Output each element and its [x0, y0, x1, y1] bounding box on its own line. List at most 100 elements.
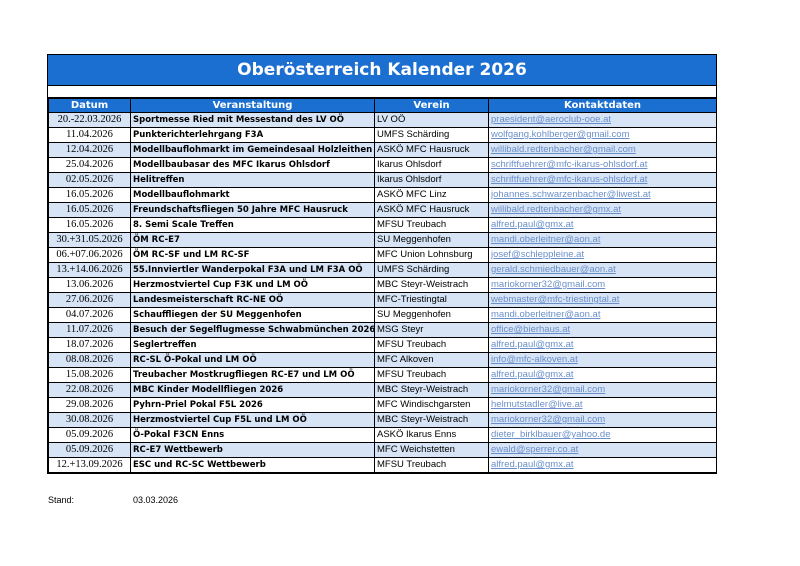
- club-cell: UMFS Schärding: [374, 262, 489, 278]
- contact-link[interactable]: gerald.schmiedbauer@aon.at: [488, 262, 717, 278]
- table-row: 16.05.2026 Freundschaftsfliegen 50 Jahre …: [48, 202, 717, 218]
- table-row: 16.05.2026 Modellbauflohmarkt ASKÖ MFC Lin…: [48, 187, 717, 203]
- club-cell: MSG Steyr: [374, 322, 489, 338]
- contact-link[interactable]: alfred.paul@gmx.at: [488, 337, 717, 353]
- table-row: 08.08.2026 RC-SL Ö-Pokal und LM OÖ MFC Alk…: [48, 352, 717, 368]
- date-cell: 18.07.2026: [48, 337, 131, 353]
- table-row: 22.08.2026 MBC Kinder Modellfliegen 2026 M…: [48, 382, 717, 398]
- spacer-row: [48, 86, 716, 98]
- date-cell: 12.+13.09.2026: [48, 457, 131, 473]
- header-verein: Verein: [374, 98, 489, 113]
- club-cell: MFSU Treubach: [374, 367, 489, 383]
- club-cell: MFSU Treubach: [374, 217, 489, 233]
- table-row: 30.08.2026 Herzmostviertel Cup F5L und LM…: [48, 412, 717, 428]
- contact-link[interactable]: wolfgang.kohlberger@gmail.com: [488, 127, 717, 143]
- club-cell: MFC Windischgarsten: [374, 397, 489, 413]
- contact-link[interactable]: willibald.redtenbacher@gmail.com: [488, 142, 717, 158]
- table-row: 05.09.2026 RC-E7 Wettbewerb MFC Weichstett…: [48, 442, 717, 458]
- table-row: 30.+31.05.2026 ÖM RC-E7 SU Meggenhofen mand…: [48, 232, 717, 248]
- contact-link[interactable]: webmaster@mfc-triestingtal.at: [488, 292, 717, 308]
- table-row: 12.04.2026 Modellbauflohmarkt im Gemeinde…: [48, 142, 717, 158]
- stand-label: Stand:: [48, 495, 75, 505]
- contact-link[interactable]: info@mfc-alkoven.at: [488, 352, 717, 368]
- table-row: 06.+07.06.2026 ÖM RC-SF und LM RC-SF MFC U…: [48, 247, 717, 263]
- date-cell: 05.09.2026: [48, 442, 131, 458]
- stand-date: 03.03.2026: [133, 495, 179, 505]
- event-cell: Ö-Pokal F3CN Enns: [130, 427, 375, 443]
- contact-link[interactable]: johannes.schwarzenbacher@liwest.at: [488, 187, 717, 203]
- event-cell: Modellbauflohmarkt: [130, 187, 375, 203]
- date-cell: 27.06.2026: [48, 292, 131, 308]
- contact-link[interactable]: mandi.oberleitner@aon.at: [488, 307, 717, 323]
- club-cell: MBC Steyr-Weistrach: [374, 382, 489, 398]
- table-row: 05.09.2026 Ö-Pokal F3CN Enns ASKÖ Ikarus E…: [48, 427, 717, 443]
- event-cell: Herzmostviertel Cup F5L und LM OÖ: [130, 412, 375, 428]
- events-table: Datum Veranstaltung Verein Kontaktdaten …: [48, 98, 717, 473]
- header-kontaktdaten: Kontaktdaten: [488, 98, 717, 113]
- calendar-title: Oberösterreich Kalender 2026: [48, 55, 716, 86]
- date-cell: 22.08.2026: [48, 382, 131, 398]
- contact-link[interactable]: ewald@sperrer.co.at: [488, 442, 717, 458]
- date-cell: 11.04.2026: [48, 127, 131, 143]
- contact-link[interactable]: mariokorner32@gmail.com: [488, 382, 717, 398]
- event-cell: Sportmesse Ried mit Messestand des LV OÖ: [130, 112, 375, 128]
- contact-link[interactable]: mariokorner32@gmail.com: [488, 277, 717, 293]
- club-cell: MFSU Treubach: [374, 457, 489, 473]
- event-cell: MBC Kinder Modellfliegen 2026: [130, 382, 375, 398]
- club-cell: MFC-Triestingtal: [374, 292, 489, 308]
- table-row: 13.06.2026 Herzmostviertel Cup F3K und LM…: [48, 277, 717, 293]
- calendar-sheet: Oberösterreich Kalender 2026 Datum Veran…: [47, 54, 717, 474]
- club-cell: MBC Steyr-Weistrach: [374, 412, 489, 428]
- event-cell: Modellbaubasar des MFC Ikarus Ohlsdorf: [130, 157, 375, 173]
- event-cell: Treubacher Mostkrugfliegen RC-E7 und LM …: [130, 367, 375, 383]
- club-cell: ASKÖ MFC Hausruck: [374, 142, 489, 158]
- club-cell: LV OÖ: [374, 112, 489, 128]
- contact-link[interactable]: willibald.redtenbacher@gmx.at: [488, 202, 717, 218]
- club-cell: ASKÖ MFC Linz: [374, 187, 489, 203]
- date-cell: 02.05.2026: [48, 172, 131, 188]
- date-cell: 15.08.2026: [48, 367, 131, 383]
- date-cell: 16.05.2026: [48, 202, 131, 218]
- event-cell: Freundschaftsfliegen 50 Jahre MFC Hausru…: [130, 202, 375, 218]
- header-veranstaltung: Veranstaltung: [130, 98, 375, 113]
- date-cell: 05.09.2026: [48, 427, 131, 443]
- event-cell: Besuch der Segelflugmesse Schwabmünchen …: [130, 322, 375, 338]
- event-cell: 8. Semi Scale Treffen: [130, 217, 375, 233]
- event-cell: RC-E7 Wettbewerb: [130, 442, 375, 458]
- date-cell: 30.+31.05.2026: [48, 232, 131, 248]
- club-cell: MFSU Treubach: [374, 337, 489, 353]
- club-cell: ASKÖ MFC Hausruck: [374, 202, 489, 218]
- contact-link[interactable]: schriftfuehrer@mfc-ikarus-ohlsdorf.at: [488, 157, 717, 173]
- contact-link[interactable]: dieter_birklbauer@yahoo.de: [488, 427, 717, 443]
- date-cell: 08.08.2026: [48, 352, 131, 368]
- date-cell: 06.+07.06.2026: [48, 247, 131, 263]
- contact-link[interactable]: schriftfuehrer@mfc-ikarus-ohlsdorf.at: [488, 172, 717, 188]
- club-cell: ASKÖ Ikarus Enns: [374, 427, 489, 443]
- contact-link[interactable]: praesident@aeroclub-ooe.at: [488, 112, 717, 128]
- contact-link[interactable]: office@bierhaus.at: [488, 322, 717, 338]
- date-cell: 20.-22.03.2026: [48, 112, 131, 128]
- contact-link[interactable]: alfred.paul@gmx.at: [488, 367, 717, 383]
- contact-link[interactable]: helmutstadler@live.at: [488, 397, 717, 413]
- contact-link[interactable]: mariokorner32@gmail.com: [488, 412, 717, 428]
- club-cell: MFC Alkoven: [374, 352, 489, 368]
- table-row: 29.08.2026 Pyhrn-Priel Pokal F5L 2026 MFC …: [48, 397, 717, 413]
- club-cell: UMFS Schärding: [374, 127, 489, 143]
- contact-link[interactable]: alfred.paul@gmx.at: [488, 217, 717, 233]
- table-row: 02.05.2026 Helitreffen Ikarus Ohlsdorf schr…: [48, 172, 717, 188]
- date-cell: 13.+14.06.2026: [48, 262, 131, 278]
- date-cell: 29.08.2026: [48, 397, 131, 413]
- table-row: 13.+14.06.2026 55.Innviertler Wanderpokal…: [48, 262, 717, 278]
- header-row: Datum Veranstaltung Verein Kontaktdaten: [48, 98, 717, 113]
- contact-link[interactable]: josef@schleppleine.at: [488, 247, 717, 263]
- date-cell: 16.05.2026: [48, 217, 131, 233]
- contact-link[interactable]: mandi.oberleitner@aon.at: [488, 232, 717, 248]
- event-cell: Modellbauflohmarkt im Gemeindesaal Holzl…: [130, 142, 375, 158]
- date-cell: 30.08.2026: [48, 412, 131, 428]
- contact-link[interactable]: alfred.paul@gmx.at: [488, 457, 717, 473]
- event-cell: Herzmostviertel Cup F3K und LM OÖ: [130, 277, 375, 293]
- event-cell: Helitreffen: [130, 172, 375, 188]
- table-row: 27.06.2026 Landesmeisterschaft RC-NE OÖ MF…: [48, 292, 717, 308]
- date-cell: 16.05.2026: [48, 187, 131, 203]
- event-cell: ÖM RC-E7: [130, 232, 375, 248]
